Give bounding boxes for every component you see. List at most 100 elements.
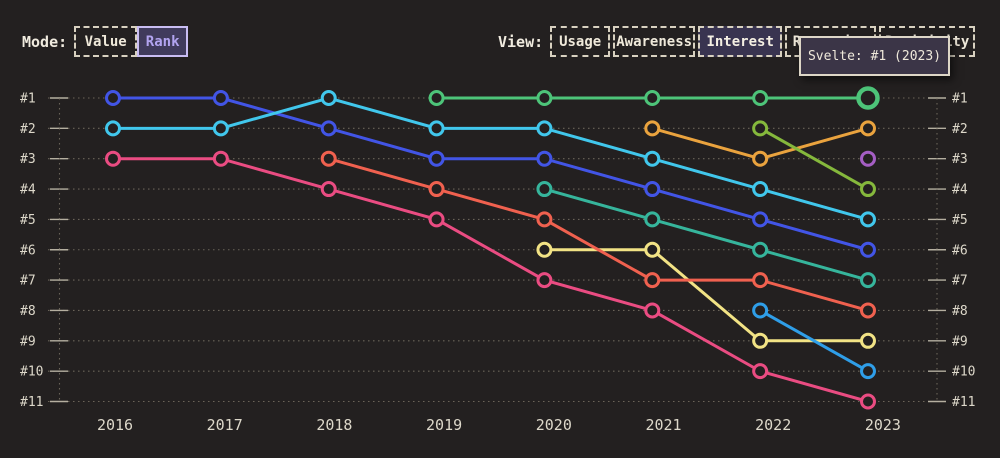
data-point-cyan-2021[interactable] [644,150,661,167]
data-point-blue-2022[interactable] [752,211,769,228]
y-axis-label-left-#4: #4 [20,183,36,198]
y-axis-label-left-#8: #8 [20,304,36,319]
data-point-salmon-2022[interactable] [752,272,769,289]
data-point-pink-2023[interactable] [859,393,876,410]
y-axis-label-left-#3: #3 [20,152,36,167]
y-axis-label-left-#5: #5 [20,213,36,228]
y-axis-label-right-#3: #3 [952,152,968,167]
data-point-purple-2023[interactable] [859,150,876,167]
data-point-teal-2022[interactable] [752,241,769,258]
y-axis-label-right-#7: #7 [952,274,968,289]
y-axis-label-right-#5: #5 [952,213,968,228]
x-axis-label-2021: 2021 [645,416,681,434]
data-point-cyan-2023[interactable] [859,211,876,228]
y-axis-label-right-#8: #8 [952,304,968,319]
view-option-interest[interactable]: Interest [698,26,783,57]
data-point-cyan-2019[interactable] [428,120,445,137]
data-point-lime-2022[interactable] [752,120,769,137]
x-axis-label-2023: 2023 [865,416,901,434]
y-axis-label-left-#6: #6 [20,243,36,258]
data-point-svelte-2019[interactable] [428,90,445,106]
data-point-yellow-2020[interactable] [536,241,553,258]
data-point-salmon-2020[interactable] [536,211,553,228]
y-axis-label-right-#10: #10 [952,365,975,380]
data-point-cyan-2017[interactable] [212,120,229,137]
data-point-cyan-2020[interactable] [536,120,553,137]
data-point-orange-2021[interactable] [644,120,661,137]
data-point-svelte-2022[interactable] [752,90,769,106]
y-axis-label-right-#2: #2 [952,122,968,137]
tooltip: Svelte: #1 (2023) [799,36,950,76]
series-line-salmon [328,157,869,312]
x-axis-label-2016: 2016 [97,416,133,434]
data-point-salmon-2019[interactable] [428,181,445,198]
data-point-yellow-2023[interactable] [859,332,876,349]
data-point-pink-2022[interactable] [752,363,769,380]
data-point-lime-2023[interactable] [859,181,876,198]
data-point-azure-2023[interactable] [859,363,876,380]
x-axis-label-2022: 2022 [755,416,791,434]
data-point-pink-2018[interactable] [320,181,337,198]
data-point-orange-2023[interactable] [859,120,876,137]
y-axis-label-left-#11: #11 [20,395,43,410]
data-point-teal-2020[interactable] [536,181,553,198]
data-point-salmon-2021[interactable] [644,272,661,289]
data-point-salmon-2023[interactable] [859,302,876,319]
data-point-pink-2016[interactable] [105,150,121,167]
data-point-salmon-2018[interactable] [320,150,337,167]
data-point-teal-2023[interactable] [859,272,876,289]
y-axis-label-right-#9: #9 [952,334,968,349]
y-axis-label-left-#9: #9 [20,334,36,349]
data-point-svelte-2020[interactable] [536,90,553,106]
tooltip-text: Svelte: #1 (2023) [807,48,942,64]
y-axis-label-right-#4: #4 [952,183,968,198]
data-point-pink-2019[interactable] [428,211,445,228]
y-axis-label-right-#1: #1 [952,92,968,107]
data-point-orange-2022[interactable] [752,150,769,167]
mode-option-rank[interactable]: Rank [137,26,189,57]
data-point-pink-2017[interactable] [212,150,229,167]
mode-option-value[interactable]: Value [74,26,138,57]
data-point-azure-2022[interactable] [752,302,769,319]
data-point-blue-2017[interactable] [212,90,229,106]
series-line-blue [113,96,869,252]
series-line-teal [544,187,869,282]
series-line-lime [759,127,869,191]
view-option-awareness[interactable]: Awareness [613,26,696,57]
data-point-cyan-2016[interactable] [105,120,121,137]
x-axis-label-2020: 2020 [536,416,572,434]
series-line-cyan [113,96,869,221]
y-axis-label-left-#2: #2 [20,122,36,137]
highlighted-point-svelte-2023[interactable] [856,86,880,110]
data-point-yellow-2022[interactable] [752,332,769,349]
data-point-pink-2020[interactable] [536,272,553,289]
data-point-pink-2021[interactable] [644,302,661,319]
data-point-teal-2021[interactable] [644,211,661,228]
view-label: View: [498,32,544,51]
y-axis-label-right-#6: #6 [952,243,968,258]
x-axis-label-2018: 2018 [316,416,352,434]
x-axis-label-2017: 2017 [207,416,243,434]
data-point-blue-2020[interactable] [536,150,553,167]
data-point-cyan-2022[interactable] [752,181,769,198]
y-axis-label-left-#1: #1 [20,92,36,107]
data-point-blue-2019[interactable] [428,150,445,167]
x-axis-label-2019: 2019 [426,416,462,434]
data-point-yellow-2021[interactable] [644,241,661,258]
mode-control-group: Mode: Value Rank [22,26,189,57]
data-point-blue-2016[interactable] [105,90,121,106]
y-axis-label-left-#7: #7 [20,274,36,289]
y-axis-label-left-#10: #10 [20,365,43,380]
mode-label: Mode: [22,32,68,51]
data-point-blue-2023[interactable] [859,241,876,258]
data-point-cyan-2018[interactable] [320,90,337,106]
data-point-svelte-2021[interactable] [644,90,661,106]
series-line-pink [113,157,869,403]
view-option-usage[interactable]: Usage [550,26,611,57]
data-point-blue-2018[interactable] [320,120,337,137]
y-axis-label-right-#11: #11 [952,395,975,410]
data-point-blue-2021[interactable] [644,181,661,198]
